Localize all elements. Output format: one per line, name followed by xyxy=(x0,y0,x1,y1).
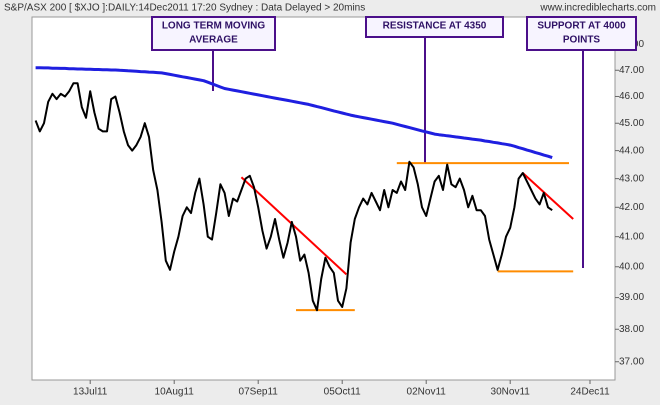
y-tick-label: 45.00 xyxy=(619,118,644,129)
annotation-box xyxy=(151,16,276,51)
overlay-line xyxy=(522,172,574,220)
y-tick-label: 39.00 xyxy=(619,292,644,303)
x-tick-label: 24Dec11 xyxy=(570,387,610,398)
annotation-text: AVERAGE xyxy=(189,35,238,46)
source: www.incrediblecharts.com xyxy=(539,3,656,14)
annotation-box xyxy=(526,16,637,51)
y-tick-label: 44.00 xyxy=(619,145,644,156)
y-tick-label: 42.00 xyxy=(619,202,644,213)
x-tick-label: 10Aug11 xyxy=(155,387,195,398)
annotation-text: POINTS xyxy=(563,35,601,46)
chart-title: S&P/ASX 200 [ $XJO ]:DAILY:14Dec2011 17:… xyxy=(4,3,365,14)
x-tick-label: 05Oct11 xyxy=(324,387,361,398)
plot-area xyxy=(31,16,616,381)
x-tick-label: 13Jul11 xyxy=(73,387,108,398)
y-tick-label: 47.00 xyxy=(619,65,644,76)
y-tick-label: 40.00 xyxy=(619,261,644,272)
series-line xyxy=(35,66,553,160)
annotation-text: LONG TERM MOVING xyxy=(162,21,266,32)
annotation-text: RESISTANCE AT 4350 xyxy=(383,21,487,32)
y-tick-label: 38.00 xyxy=(619,324,644,335)
x-tick-label: 07Sep11 xyxy=(239,387,279,398)
annotation-text: SUPPORT AT 4000 xyxy=(537,21,626,32)
annotation-box xyxy=(365,16,504,38)
y-tick-label: 37.00 xyxy=(619,356,644,367)
y-tick-label: 41.00 xyxy=(619,231,644,242)
y-tick-label: 43.00 xyxy=(619,173,644,184)
series-line xyxy=(34,82,553,312)
x-tick-label: 30Nov11 xyxy=(491,387,531,398)
y-tick-label: 46.00 xyxy=(619,91,644,102)
x-tick-label: 02Nov11 xyxy=(407,387,447,398)
